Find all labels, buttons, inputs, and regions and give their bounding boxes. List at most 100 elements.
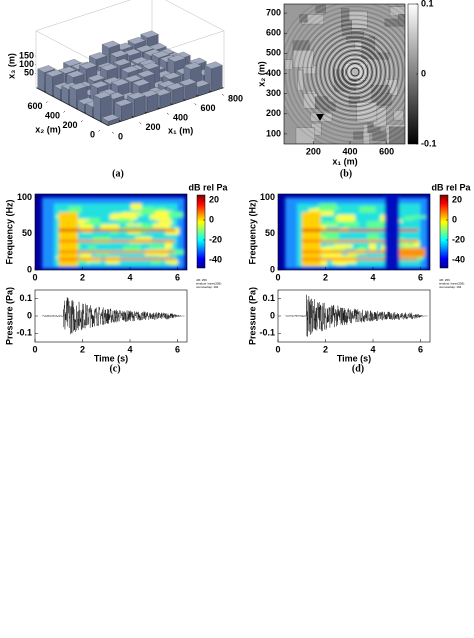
panel-label: (a): [112, 168, 124, 179]
building-roof: [93, 91, 112, 99]
building-roof: [100, 63, 119, 71]
building-side: [134, 95, 146, 118]
building-side: [69, 86, 77, 109]
energy: [152, 223, 170, 229]
wavefront: [299, 16, 405, 128]
building-roof: [127, 92, 146, 100]
axis-label: x₂ (m): [256, 61, 266, 87]
wavefront: [304, 21, 405, 123]
energy: [359, 206, 376, 213]
wavefront: [306, 23, 404, 121]
tick-label: 100: [260, 192, 275, 202]
energy: [343, 221, 360, 228]
wavefront: [291, 8, 405, 136]
building-roof: [58, 66, 77, 74]
building-roof: [120, 65, 140, 74]
tick-label: 0: [32, 344, 37, 354]
energy: [149, 244, 162, 248]
panel-label: (c): [109, 363, 120, 374]
panel-label: (d): [352, 363, 364, 374]
tick-label: 100: [266, 128, 281, 138]
tick-label: 0.1: [262, 293, 275, 303]
energy: [322, 221, 341, 226]
energy: [78, 221, 88, 225]
energy: [58, 229, 176, 232]
building-shadow: [356, 102, 378, 123]
energy: [117, 218, 132, 223]
tick-mark: [63, 110, 66, 113]
wavefront: [348, 65, 362, 79]
building-roof: [178, 78, 197, 86]
building-roof: [112, 58, 132, 66]
axes-frame: [283, 3, 406, 145]
wavefront: [284, 4, 405, 143]
energy: [112, 213, 128, 217]
building-roof: [109, 50, 128, 58]
building-roof: [66, 70, 85, 78]
energy: [384, 194, 400, 270]
energy: [122, 212, 137, 220]
tick-mark: [45, 101, 48, 104]
energy: [350, 253, 358, 258]
energy: [140, 207, 155, 215]
tick-label: 600: [201, 103, 216, 113]
building-roof: [63, 59, 82, 67]
tick-label: 2: [323, 344, 328, 354]
energy: [58, 250, 176, 253]
building-roof: [136, 70, 156, 78]
energy: [92, 236, 111, 244]
axis-label: Time (s): [337, 353, 371, 363]
tick-label: 200: [62, 120, 77, 130]
building-roof: [132, 78, 151, 87]
building-shadow: [292, 50, 314, 68]
energy: [404, 216, 414, 221]
panel-label: (b): [340, 168, 352, 179]
tick-label: 800: [228, 93, 243, 103]
energy: [74, 258, 87, 264]
energy: [149, 211, 166, 220]
wavefront: [293, 10, 405, 134]
tick-label: -0.1: [16, 328, 32, 338]
energy: [139, 223, 152, 229]
colorbar-title: dB rel Pa: [431, 182, 471, 192]
wavefront: [326, 43, 384, 101]
tick-label: 400: [173, 112, 188, 122]
axis-label: x₁ (m): [332, 156, 357, 166]
energy: [368, 243, 377, 251]
wavefront: [313, 30, 397, 114]
energy: [68, 206, 82, 214]
tick-mark: [194, 103, 197, 106]
tick-label: -0.1: [259, 328, 275, 338]
energy: [150, 260, 161, 264]
tick-mark: [111, 131, 114, 134]
tick-mark: [139, 122, 142, 125]
energy: [88, 217, 100, 226]
energy: [58, 239, 176, 243]
wavefront: [308, 25, 402, 119]
spectrogram-energy: [285, 194, 428, 270]
tick-label: 4: [370, 272, 375, 282]
energy: [165, 259, 174, 264]
note: numoverlap: 192: [196, 285, 219, 289]
waveform-trace: [284, 294, 428, 337]
energy: [301, 258, 419, 261]
wavefield-image: [284, 4, 405, 144]
building-roof: [135, 44, 154, 53]
tick-label: -40: [452, 254, 465, 264]
building-roof: [79, 61, 98, 70]
building-shadow: [389, 126, 405, 144]
box-edge: [35, 0, 131, 32]
energy: [412, 215, 427, 219]
tick-label: 2: [323, 272, 328, 282]
building-roof: [140, 30, 159, 38]
spectrogram-image: [35, 194, 187, 270]
city-model: [35, 0, 225, 126]
axis-label: Pressure (Pa): [247, 287, 257, 345]
energy: [109, 229, 119, 234]
building-shadow: [314, 96, 329, 110]
axis-label: x₂ (m): [35, 124, 61, 134]
building-side: [211, 65, 223, 92]
tick-label: 0.1: [421, 0, 434, 8]
tick-label: 2: [80, 344, 85, 354]
